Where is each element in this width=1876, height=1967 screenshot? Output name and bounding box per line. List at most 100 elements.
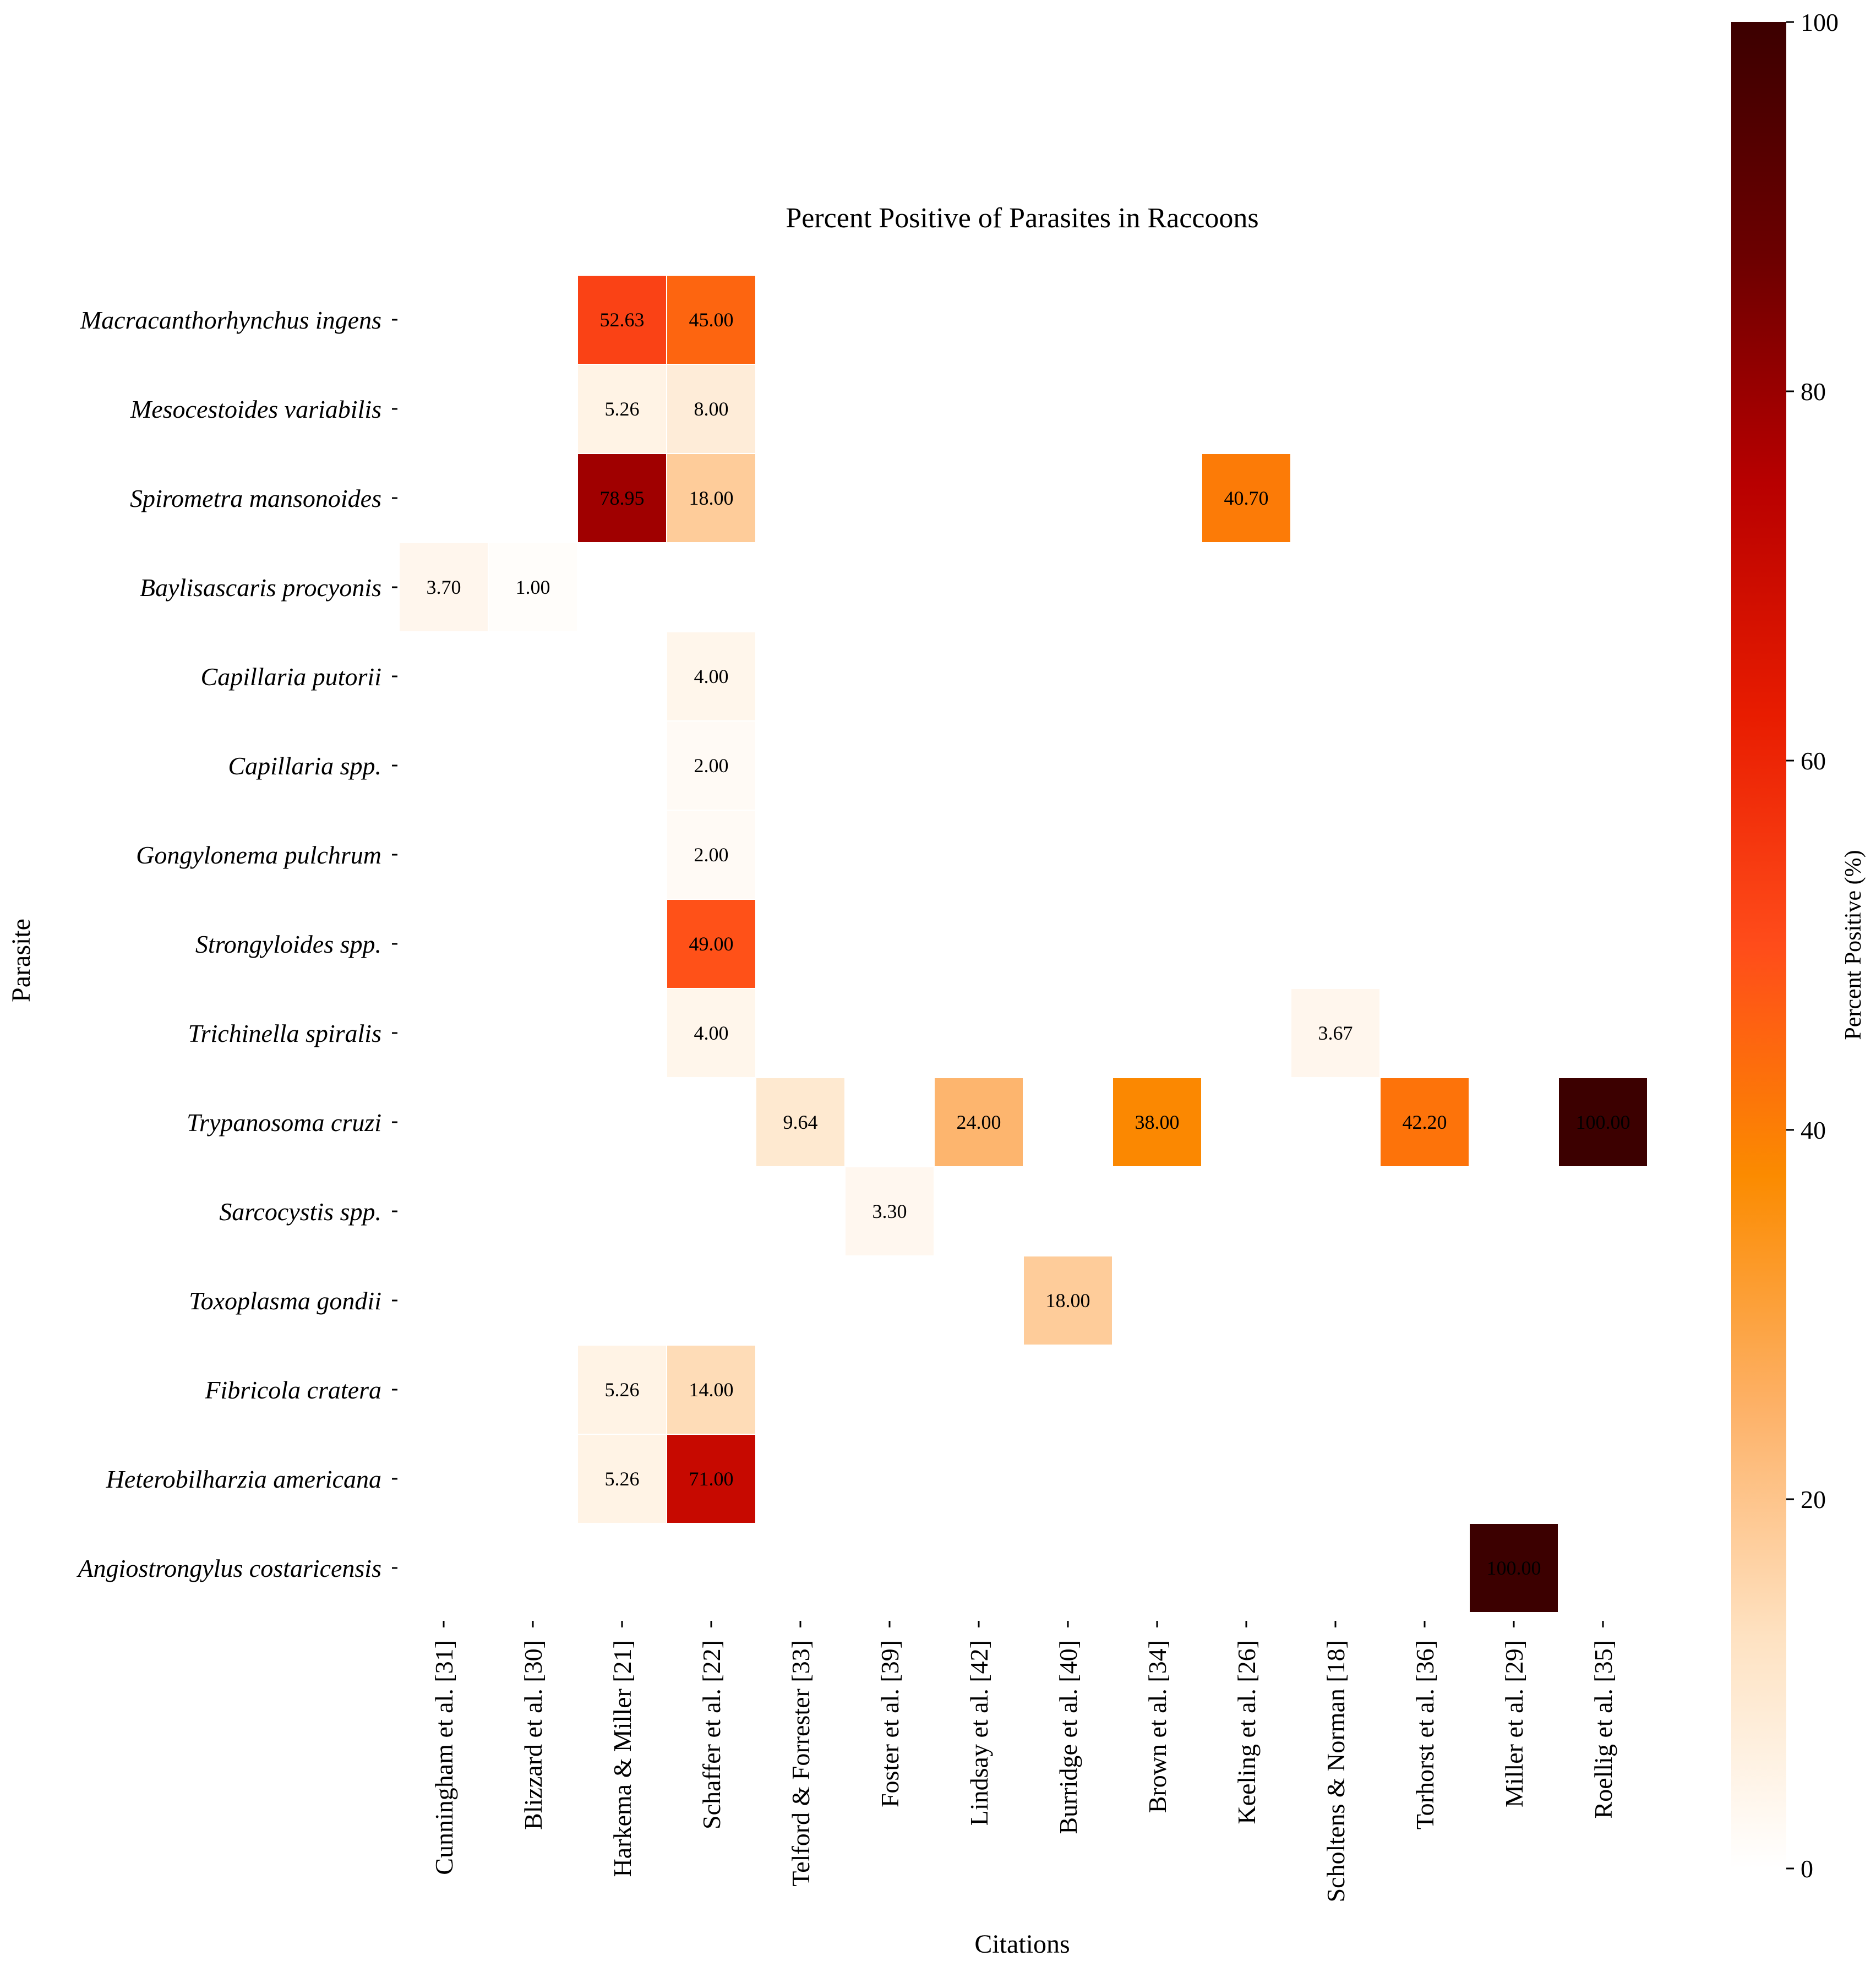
cell-value-label: 24.00 bbox=[957, 1111, 1001, 1133]
colorbar-tick-label: 80 bbox=[1801, 378, 1826, 406]
heatmap-cell bbox=[666, 988, 756, 1078]
cell-value-label: 42.20 bbox=[1403, 1111, 1447, 1133]
cell-value-label: 14.00 bbox=[689, 1379, 734, 1401]
heatmap-cell bbox=[577, 275, 667, 365]
cell-value-label: 3.30 bbox=[872, 1200, 907, 1222]
column-label: Telford & Forrester [33] bbox=[787, 1640, 815, 1887]
row-label: Heterobilharzia americana bbox=[106, 1465, 381, 1493]
heatmap-cell bbox=[488, 542, 578, 632]
colorbar-tick-label: 20 bbox=[1801, 1485, 1826, 1514]
heatmap-cell bbox=[577, 453, 667, 543]
row-label: Mesocestoides variabilis bbox=[130, 395, 381, 423]
column-label: Scholtens & Norman [18] bbox=[1322, 1640, 1350, 1903]
heatmap-cell bbox=[1112, 1077, 1202, 1167]
row-label: Sarcocystis spp. bbox=[219, 1198, 381, 1226]
heatmap-cells: 52.63 45.00 5.26 8.00 78.95 18.00 40.70 3.70 1.0… bbox=[399, 275, 1648, 1613]
column-label: Burridge et al. [40] bbox=[1054, 1640, 1082, 1834]
column-label: Roellig et al. [35] bbox=[1589, 1640, 1617, 1818]
column-labels: Cunningham et al. [31] Blizzard et al. [3… bbox=[430, 1621, 1617, 1903]
cell-value-label: 18.00 bbox=[689, 487, 734, 509]
column-label: Foster et al. [39] bbox=[876, 1640, 904, 1807]
row-label: Angiostrongylus costaricensis bbox=[76, 1554, 381, 1582]
heatmap-cell bbox=[666, 899, 756, 989]
column-label: Blizzard et al. [30] bbox=[519, 1640, 547, 1830]
cell-value-label: 78.95 bbox=[600, 487, 645, 509]
cell-value-label: 2.00 bbox=[694, 844, 729, 866]
cell-value-label: 100.00 bbox=[1576, 1111, 1630, 1133]
cell-value-label: 4.00 bbox=[694, 665, 729, 687]
colorbar-tick-label: 40 bbox=[1801, 1116, 1826, 1144]
heatmap-cell bbox=[666, 453, 756, 543]
cell-value-label: 45.00 bbox=[689, 309, 734, 331]
heatmap-cell bbox=[399, 542, 489, 632]
row-labels: Macracanthorhynchus ingens Mesocestoides … bbox=[76, 306, 397, 1582]
colorbar-gradient bbox=[1731, 22, 1786, 1868]
cell-value-label: 52.63 bbox=[600, 309, 645, 331]
heatmap-cell bbox=[755, 1077, 846, 1167]
column-label: Lindsay et al. [42] bbox=[965, 1640, 993, 1826]
heatmap-cell bbox=[666, 1345, 756, 1435]
heatmap-cell bbox=[666, 275, 756, 365]
cell-value-label: 9.64 bbox=[783, 1111, 818, 1133]
heatmap-cell bbox=[1201, 453, 1291, 543]
column-label: Brown et al. [34] bbox=[1143, 1640, 1171, 1813]
heatmap-cell bbox=[666, 1434, 756, 1524]
row-label: Trypanosoma cruzi bbox=[187, 1108, 381, 1137]
row-label: Trichinella spiralis bbox=[188, 1019, 381, 1047]
row-label: Spirometra mansonoides bbox=[130, 484, 381, 512]
heatmap-cell bbox=[844, 1166, 935, 1256]
column-label: Torhorst et al. [36] bbox=[1411, 1640, 1439, 1829]
cell-value-label: 3.70 bbox=[427, 576, 461, 598]
row-label: Fibricola cratera bbox=[204, 1376, 381, 1404]
colorbar: 0 20 40 60 80 100 Percent Positive (%) bbox=[1731, 8, 1866, 1883]
heatmap-cell bbox=[666, 631, 756, 722]
heatmap-cell bbox=[666, 364, 756, 454]
column-label: Cunningham et al. [31] bbox=[430, 1640, 458, 1875]
row-label: Strongyloides spp. bbox=[195, 930, 381, 958]
cell-value-label: 1.00 bbox=[516, 576, 550, 598]
row-label: Gongylonema pulchrum bbox=[136, 841, 381, 869]
row-label: Capillaria spp. bbox=[228, 752, 381, 780]
heatmap-cell bbox=[1023, 1255, 1113, 1346]
column-label: Schaffer et al. [22] bbox=[697, 1640, 726, 1829]
heatmap-cell bbox=[577, 364, 667, 454]
column-label: Keeling et al. [26] bbox=[1233, 1640, 1261, 1824]
cell-value-label: 18.00 bbox=[1046, 1290, 1090, 1312]
cell-value-label: 3.67 bbox=[1318, 1022, 1353, 1044]
heatmap-cell bbox=[666, 810, 756, 900]
heatmap-cell bbox=[1290, 988, 1381, 1078]
cell-value-label: 5.26 bbox=[605, 398, 640, 420]
column-label: Miller et al. [29] bbox=[1500, 1640, 1528, 1807]
colorbar-tick-label: 0 bbox=[1801, 1855, 1813, 1883]
column-label: Harkema & Miller [21] bbox=[608, 1640, 636, 1877]
row-label: Capillaria putorii bbox=[201, 663, 381, 691]
colorbar-tick-label: 100 bbox=[1801, 8, 1839, 36]
y-axis-title: Parasite bbox=[7, 919, 36, 1002]
colorbar-title: Percent Positive (%) bbox=[1841, 850, 1866, 1040]
heatmap-cell bbox=[577, 1434, 667, 1524]
colorbar-tick-label: 60 bbox=[1801, 747, 1826, 775]
heatmap-cell bbox=[666, 720, 756, 811]
row-label: Baylisascaris procyonis bbox=[140, 573, 381, 602]
cell-value-label: 2.00 bbox=[694, 755, 729, 777]
chart-title: Percent Positive of Parasites in Raccoon… bbox=[786, 203, 1258, 234]
heatmap-cell bbox=[1469, 1523, 1559, 1613]
cell-value-label: 5.26 bbox=[605, 1379, 640, 1401]
heatmap-cell bbox=[577, 1345, 667, 1435]
cell-value-label: 4.00 bbox=[694, 1022, 729, 1044]
row-label: Macracanthorhynchus ingens bbox=[80, 306, 381, 334]
heatmap-cell bbox=[1379, 1077, 1470, 1167]
cell-value-label: 71.00 bbox=[689, 1468, 734, 1490]
heatmap-cell bbox=[1558, 1077, 1648, 1167]
cell-value-label: 40.70 bbox=[1224, 487, 1269, 509]
cell-value-label: 5.26 bbox=[605, 1468, 640, 1490]
cell-value-label: 38.00 bbox=[1135, 1111, 1180, 1133]
cell-value-label: 100.00 bbox=[1487, 1557, 1541, 1579]
heatmap-cell bbox=[934, 1077, 1024, 1167]
row-label: Toxoplasma gondii bbox=[189, 1287, 381, 1315]
colorbar-ticks: 0 20 40 60 80 100 bbox=[1786, 8, 1839, 1883]
x-axis-title: Citations bbox=[974, 1930, 1070, 1959]
cell-value-label: 8.00 bbox=[694, 398, 729, 420]
cell-value-label: 49.00 bbox=[689, 933, 734, 955]
